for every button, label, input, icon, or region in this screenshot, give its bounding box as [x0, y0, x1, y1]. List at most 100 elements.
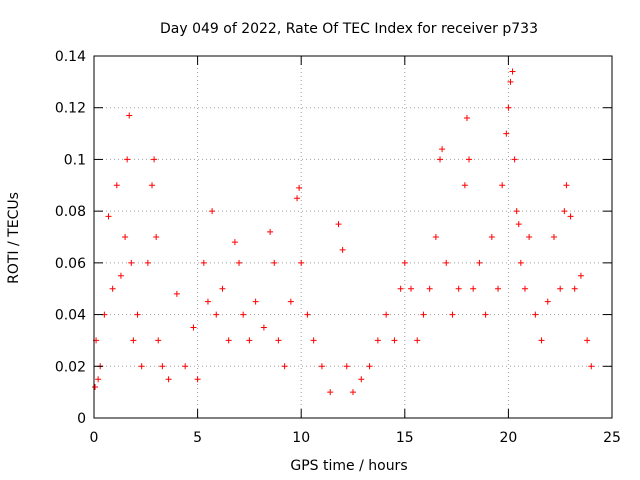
data-point — [318, 363, 325, 370]
data-point — [482, 311, 489, 318]
data-point — [92, 383, 99, 390]
data-point — [443, 259, 450, 266]
data-point — [488, 234, 495, 240]
data-point — [281, 363, 288, 370]
data-point — [521, 285, 528, 292]
data-point — [95, 376, 102, 383]
data-point — [122, 234, 129, 240]
data-point — [124, 156, 131, 163]
data-point — [260, 324, 267, 331]
data-point — [503, 130, 510, 137]
data-point — [113, 182, 120, 189]
data-point — [153, 234, 160, 240]
data-point — [507, 78, 514, 85]
data-point — [414, 337, 421, 344]
x-tick-label: 20 — [499, 430, 517, 446]
y-tick-label: 0.14 — [55, 49, 86, 65]
data-point — [449, 311, 456, 318]
data-point — [588, 363, 595, 370]
data-point — [397, 285, 404, 292]
data-point — [271, 259, 278, 266]
data-point — [105, 213, 112, 220]
data-point — [240, 311, 247, 318]
data-point — [213, 311, 220, 318]
data-point — [294, 195, 301, 202]
data-point — [495, 285, 502, 292]
data-point — [437, 156, 444, 163]
data-point — [151, 156, 158, 163]
data-point — [499, 182, 506, 189]
data-point — [470, 285, 477, 292]
data-point — [117, 272, 124, 279]
data-point — [246, 337, 253, 344]
data-point — [577, 272, 584, 279]
data-point — [350, 389, 356, 396]
data-point — [149, 182, 156, 189]
y-tick-label: 0 — [77, 411, 86, 427]
data-point — [439, 146, 446, 153]
data-point — [165, 376, 172, 383]
x-tick-label: 0 — [90, 430, 99, 446]
data-point — [159, 363, 166, 370]
data-point — [287, 298, 294, 305]
data-point — [561, 208, 568, 215]
data-point — [296, 184, 303, 191]
data-point — [567, 213, 574, 220]
data-point — [204, 298, 211, 305]
data-point — [432, 234, 439, 240]
data-point — [538, 337, 545, 344]
data-point — [550, 234, 557, 240]
y-tick-label: 0.06 — [55, 256, 86, 272]
data-point — [461, 182, 468, 189]
data-point — [366, 363, 373, 370]
data-point — [219, 285, 226, 292]
data-point — [544, 298, 551, 305]
y-tick-label: 0.04 — [55, 308, 86, 324]
data-point — [466, 156, 473, 163]
data-point — [358, 376, 365, 383]
data-point — [138, 363, 145, 370]
data-point — [225, 337, 232, 344]
y-tick-label: 0.08 — [55, 204, 86, 220]
x-tick-label: 15 — [396, 430, 414, 446]
data-point — [455, 285, 462, 292]
x-tick-label: 10 — [292, 430, 310, 446]
x-tick-label: 25 — [603, 430, 621, 446]
data-point — [190, 324, 197, 331]
data-point — [130, 337, 137, 344]
data-point — [511, 156, 518, 163]
x-axis-label: GPS time / hours — [290, 458, 407, 474]
data-point — [463, 115, 470, 122]
data-point — [513, 208, 520, 215]
data-point — [532, 311, 539, 318]
data-point — [310, 337, 317, 344]
data-point — [194, 376, 201, 383]
data-point — [401, 259, 408, 266]
data-point — [420, 311, 427, 318]
data-point — [476, 259, 483, 266]
data-point — [391, 337, 398, 344]
points-layer — [92, 68, 595, 396]
y-tick-label: 0.02 — [55, 359, 86, 375]
chart-title: Day 049 of 2022, Rate Of TEC Index for r… — [160, 21, 538, 37]
data-point — [383, 311, 390, 318]
data-point — [182, 363, 189, 370]
data-point — [304, 311, 311, 318]
data-point — [339, 246, 346, 253]
data-point — [426, 285, 433, 292]
data-point — [236, 259, 243, 266]
data-point — [134, 311, 141, 318]
data-point — [126, 112, 133, 119]
data-point — [571, 285, 578, 292]
data-point — [557, 285, 564, 292]
y-axis-label: ROTI / TECUs — [6, 192, 22, 284]
ticks-layer: 0 5 10 15 20 25 0 0.02 0.04 0.06 0.08 0.1 0.12 0.14 — [55, 49, 621, 446]
data-point — [231, 239, 238, 246]
data-point — [584, 337, 591, 344]
data-point — [505, 104, 512, 111]
data-point — [128, 259, 135, 266]
x-tick-label: 5 — [193, 430, 202, 446]
data-point — [374, 337, 381, 344]
data-point — [298, 259, 305, 266]
